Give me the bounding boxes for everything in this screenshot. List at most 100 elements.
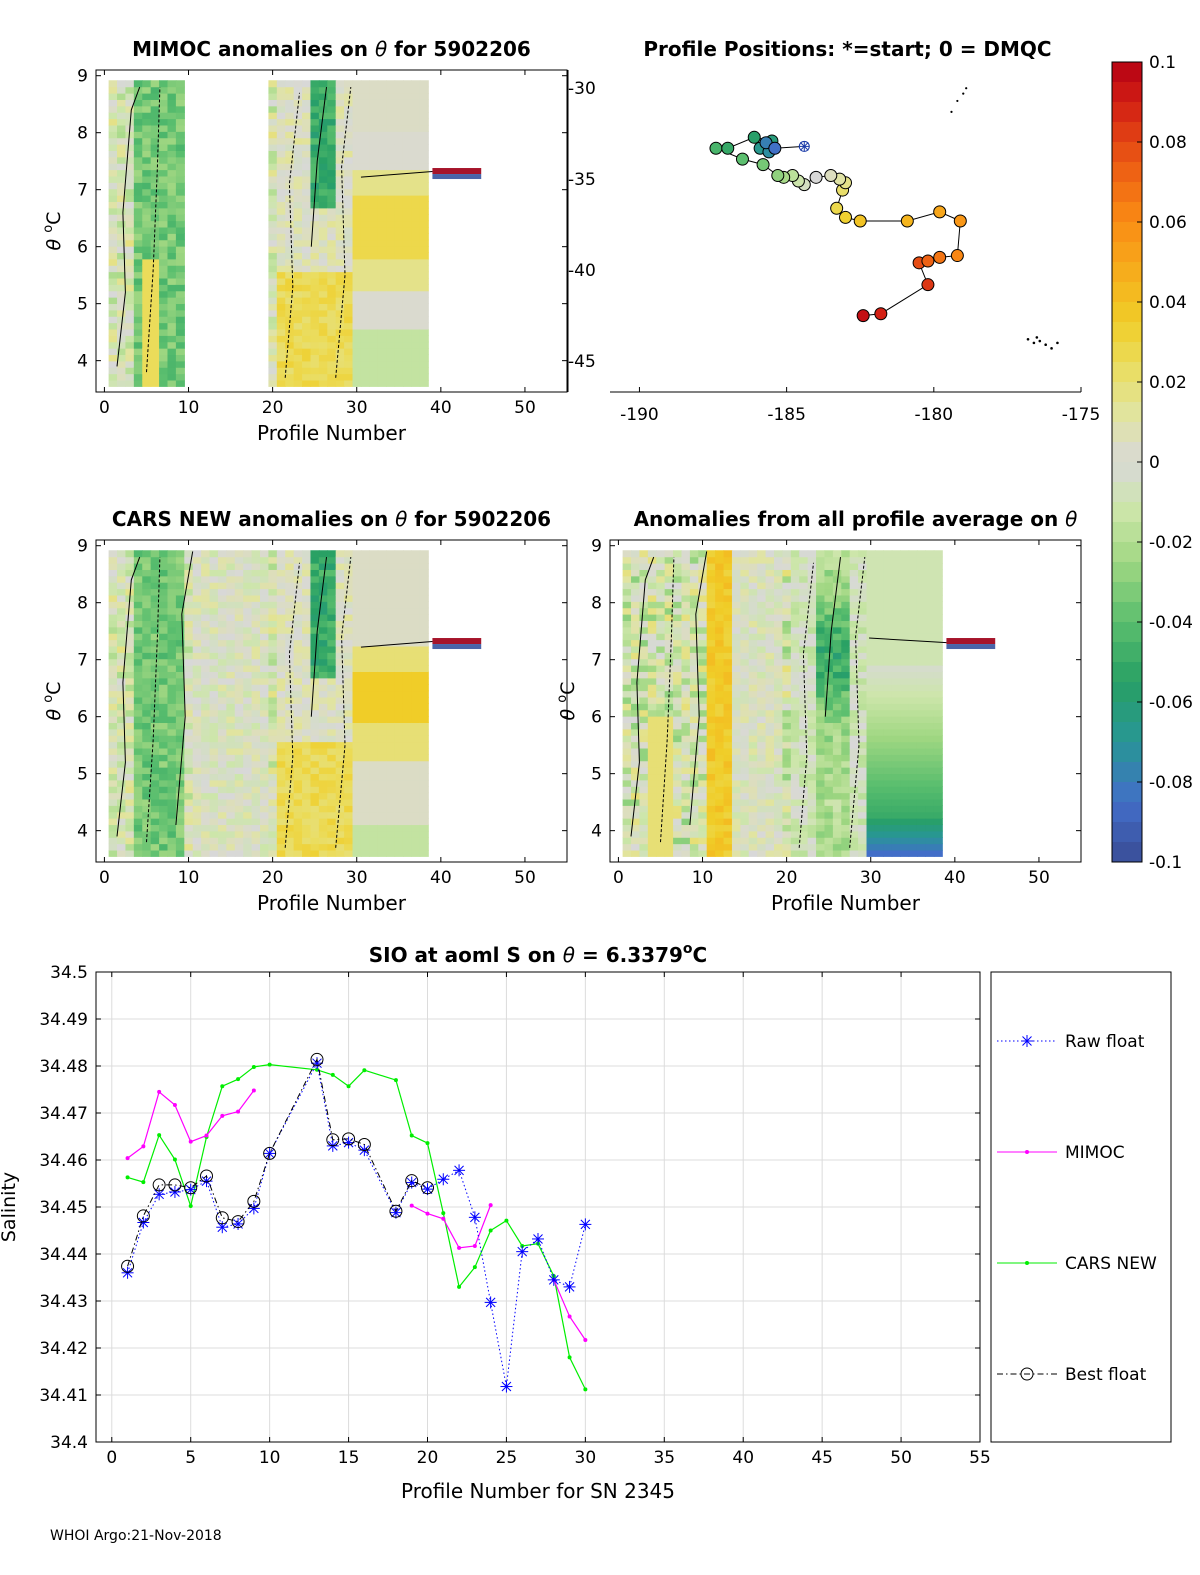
cars-cell [201,837,211,845]
mimoc-cell [150,112,160,120]
mimoc-cell [276,348,286,356]
cars-cell [344,773,354,781]
cars-cell [268,754,278,762]
cars-cell [411,716,421,724]
mimoc-cell [133,182,143,190]
cars-cell [352,792,362,800]
cars-cell [133,741,143,749]
avg-cell [740,684,750,692]
cars-cell [175,824,185,832]
mimoc-cell [419,163,429,171]
mimoc-cell [150,144,160,151]
cars-cell [159,786,169,794]
avg-cell [631,798,641,806]
cars-cell [125,639,135,647]
mimoc-cell [268,86,278,94]
mimoc-cell [159,367,169,375]
avg-cell [782,645,792,653]
avg-cell [858,582,868,590]
cars-cell [243,747,253,755]
avg-cell [866,690,876,698]
avg-cell [908,633,918,641]
cars-cell [360,639,370,647]
avg-cell [807,754,817,762]
mimoc-cell [302,328,312,336]
mimoc-cell [167,163,177,171]
avg-cell [883,684,893,692]
avg-cell [866,556,876,564]
avg-cell [908,607,918,615]
mimoc-cell [360,341,370,349]
avg-cell [673,594,683,602]
avg-cell [647,569,657,577]
mimoc-cell [377,188,387,196]
avg-cell [832,652,842,660]
cars-cell [117,722,127,730]
avg-cell [664,594,674,602]
cars-cell [402,798,413,806]
avg-cell [639,652,649,660]
avg-cell [774,837,784,845]
mimoc-cell [276,328,286,336]
cars-cell [386,703,396,711]
cars-cell [352,843,362,851]
cars-cell [234,798,244,806]
avg-cell [858,811,868,819]
mimoc-cell [108,246,118,254]
avg-cell [832,677,842,685]
mimoc-cell [402,290,413,298]
cars-cell [217,735,227,743]
mimoc-cell [268,118,278,126]
avg-cell [647,550,657,558]
avg-cell [807,792,817,800]
cars-cell [402,607,413,615]
cars-cell [234,709,244,717]
mimoc-cell [386,118,396,126]
cars-cell [360,556,370,564]
avg-cell [807,741,817,749]
avg-cell [740,582,750,590]
cars-cell [377,709,387,717]
mimoc-cell [386,150,396,158]
avg-cell [723,556,733,564]
cars-cell [419,575,429,583]
cars-cell [201,818,211,826]
avg-cell [740,594,750,602]
cars-cell [386,671,396,679]
avg-cell [933,754,943,762]
mimoc-cell [419,150,429,158]
cars-cell [251,677,261,685]
mimoc-cell [159,303,169,311]
cars-cell [125,658,135,666]
avg-cell [731,792,741,800]
cars-cell [285,575,295,583]
cars-cell [175,837,185,845]
cars-cell [108,760,118,768]
mimoc-cell [318,316,328,324]
mimoc-cell [327,316,337,324]
mimoc-cell [268,348,278,356]
cars-cell [108,798,118,806]
avg-cell [757,735,767,743]
avg-cell [832,665,842,673]
cars-cell [369,594,379,602]
cars-cell [234,626,244,634]
mimoc-cell [402,86,413,94]
avg-cell [757,620,767,628]
cars-cell [142,665,152,673]
avg-cell [874,754,884,762]
avg-cell [891,716,901,724]
avg-cell [723,665,733,673]
mimoc-cell [133,226,143,234]
mimoc-cell [167,373,177,381]
avg-cell [900,569,910,577]
avg-cell [748,582,758,590]
mimoc-cell [360,367,370,375]
mimoc-cell [175,354,185,362]
mimoc-cell [167,309,177,317]
avg-cell [631,849,641,857]
mimoc-cell [377,169,387,177]
avg-cell [891,754,901,762]
avg-cell [731,830,741,838]
mimoc-cell [327,80,337,88]
